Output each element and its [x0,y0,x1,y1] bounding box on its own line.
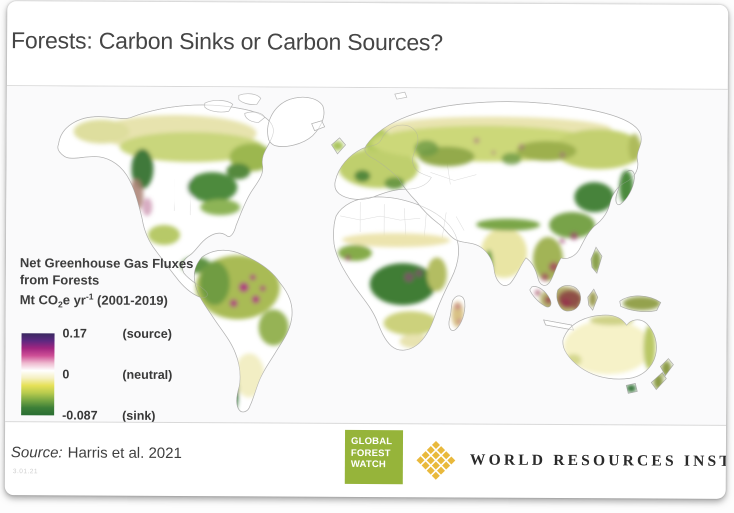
legend-title-line2: from Forests [19,272,100,288]
legend-units-prefix: Mt CO [19,292,59,308]
legend-units-suffix: (2001-2019) [93,292,168,308]
legend-rows: 0.17 (source) 0 (neutral) -0.087 (sink) [62,324,233,425]
legend-units: Mt CO2e yr-1 (2001-2019) [20,288,235,314]
gfw-logo: GLOBAL FOREST WATCH [344,429,404,485]
legend-gradient [21,333,55,416]
world-flux-map [5,86,728,425]
page-title: Forests: Carbon Sinks or Carbon Sources? [11,27,443,56]
legend-label-source: (source) [122,326,172,341]
legend-value-neutral: 0 [62,367,70,382]
legend-title-line1: Net Greenhouse Gas Fluxes [19,255,194,272]
gfw-logo-line1: GLOBAL [350,435,393,448]
gfw-logo-line3: WATCH [350,458,387,471]
source-label: Source: [10,444,63,462]
wri-logo-text: WORLD RESOURCES INSTITUTE [469,451,729,471]
source-citation: Harris et al. 2021 [67,444,182,463]
date-note: 3.01.21 [12,468,39,476]
slide: Forests: Carbon Sinks or Carbon Sources? [4,1,729,499]
legend-scale: 0.17 (source) 0 (neutral) -0.087 (sink) [19,326,234,430]
wri-diamond-icon [416,440,456,480]
legend-units-sup: -1 [85,291,94,302]
legend-title: Net Greenhouse Gas Fluxes from Forests M… [20,254,235,314]
legend-value-source: 0.17 [62,326,87,341]
map-legend: Net Greenhouse Gas Fluxes from Forests M… [19,254,235,430]
wri-logo: WORLD RESOURCES INSTITUTE [415,439,728,483]
legend-row-neutral: 0 (neutral) [62,365,232,384]
legend-label-neutral: (neutral) [122,367,173,382]
gfw-logo-line2: FOREST [350,447,391,459]
source-line: Source: Harris et al. 2021 [11,444,182,462]
legend-units-mid: e yr [62,292,86,308]
map-area: Net Greenhouse Gas Fluxes from Forests M… [5,86,728,425]
legend-row-source: 0.17 (source) [63,324,233,343]
footer: Source: Harris et al. 2021 3.01.21 GLOBAL… [5,422,728,499]
